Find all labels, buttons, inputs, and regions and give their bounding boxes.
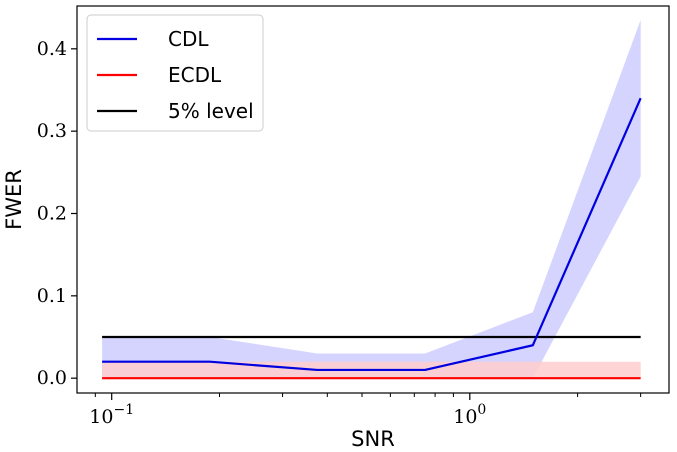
legend-label: 5% level: [168, 99, 254, 123]
y-axis-ticks: 0.0 0.1 0.2 0.3 0.4: [37, 38, 77, 389]
band-cdl: [102, 19, 641, 379]
x-axis-ticks: 10−1 100: [89, 393, 642, 428]
x-tick-label: 10−1: [89, 402, 134, 428]
y-tick-label: 0.4: [37, 38, 67, 60]
y-tick-label: 0.0: [37, 367, 67, 389]
line-cdl: [102, 97, 642, 372]
series-lines: [102, 97, 642, 380]
x-tick-label: 100: [453, 402, 486, 428]
y-axis-label: FWER: [2, 169, 26, 230]
y-tick-label: 0.3: [37, 120, 67, 142]
legend-box: [86, 14, 264, 132]
x-tick-base: 10: [453, 406, 477, 428]
x-tick-exponent: −1: [113, 402, 134, 418]
y-tick-label: 0.2: [37, 202, 67, 224]
y-tick-label: 0.1: [37, 285, 67, 307]
x-tick-exponent: 0: [477, 402, 486, 418]
legend-label: CDL: [168, 27, 209, 51]
legend: CDL ECDL 5% level: [86, 14, 264, 132]
x-axis-label: SNR: [351, 427, 395, 451]
legend-label: ECDL: [168, 63, 222, 87]
x-tick-base: 10: [89, 406, 113, 428]
plot-frame: [76, 5, 670, 394]
